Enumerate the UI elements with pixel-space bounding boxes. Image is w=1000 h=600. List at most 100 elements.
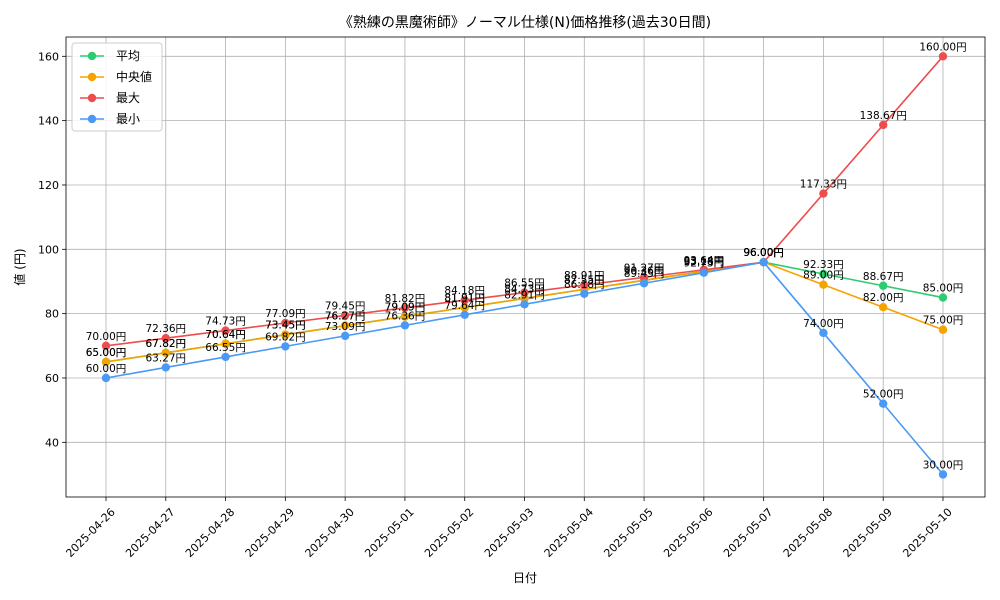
data-label-2: 88.91円 — [564, 270, 605, 282]
data-point-1 — [938, 325, 948, 334]
data-label-0: 70.64円 — [205, 329, 246, 341]
data-point-0 — [819, 269, 828, 279]
data-label-0: 88.67円 — [863, 271, 904, 283]
data-point-2 — [340, 311, 350, 320]
data-label-0: 67.82円 — [146, 338, 187, 350]
data-label-2: 96.00円 — [743, 247, 784, 259]
x-tick-label: 2025-05-07 — [721, 506, 775, 560]
data-label-2: 81.82円 — [385, 293, 426, 305]
data-label-1: 75.00円 — [923, 315, 964, 327]
chart-title: 《熟練の黒魔術師》ノーマル仕様(N)価格推移(過去30日間) — [339, 15, 711, 31]
grid-layer — [66, 37, 985, 497]
data-point-3 — [101, 373, 111, 383]
data-label-2: 91.27円 — [624, 262, 665, 274]
x-tick-label: 2025-04-28 — [183, 506, 237, 560]
data-label-3: 30.00円 — [923, 459, 964, 471]
x-tick-label: 2025-05-05 — [601, 506, 655, 560]
data-label-0: 92.33円 — [803, 259, 844, 271]
legend-label-3: 最小 — [116, 112, 140, 126]
data-point-3 — [460, 310, 469, 320]
data-point-2 — [580, 280, 589, 290]
legend-marker-1 — [87, 72, 97, 82]
data-label-1: 82.00円 — [863, 292, 904, 304]
data-point-1 — [101, 357, 111, 367]
data-label-2: 138.67円 — [860, 110, 907, 122]
data-label-0: 84.73円 — [504, 283, 545, 295]
y-tick-label: 80 — [45, 308, 59, 321]
tick-layer: 2025-04-26 2025-04-27 2025-04-28 2025-04-29… — [38, 50, 955, 560]
data-point-3 — [879, 399, 888, 408]
data-label-2: 93.64円 — [684, 255, 725, 267]
data-label-3: 63.27円 — [146, 352, 187, 364]
legend-label-0: 平均 — [116, 49, 140, 63]
data-label-1: 81.91円 — [444, 292, 485, 304]
data-point-1 — [520, 294, 529, 303]
data-point-2 — [221, 326, 230, 335]
data-point-3 — [520, 300, 529, 309]
y-tick-label: 40 — [45, 436, 59, 449]
data-label-3: 76.36円 — [385, 310, 426, 322]
data-label-3: 82.91円 — [504, 289, 545, 301]
x-tick-label: 2025-05-09 — [841, 506, 895, 560]
data-label-1: 65.00円 — [86, 347, 127, 359]
x-tick-label: 2025-05-04 — [542, 506, 596, 560]
data-point-1 — [460, 303, 469, 312]
data-point-3 — [281, 342, 290, 351]
data-point-3 — [580, 289, 589, 298]
x-tick-label: 2025-05-06 — [661, 506, 715, 560]
x-tick-label: 2025-05-02 — [422, 506, 476, 560]
data-label-3: 92.73円 — [684, 258, 725, 270]
data-label-1: 67.82円 — [146, 338, 187, 350]
legend-marker-3 — [87, 114, 97, 124]
data-point-0 — [938, 293, 948, 302]
y-tick-label: 100 — [38, 243, 59, 256]
data-point-2 — [879, 120, 888, 130]
data-point-2 — [101, 341, 111, 351]
data-point-2 — [639, 273, 649, 282]
data-label-2: 86.55円 — [504, 278, 545, 290]
data-label-layer: 65.00円 67.82円 70.64円 73.45円 76.27円 79.09円 81.9… — [86, 41, 967, 471]
data-point-1 — [221, 339, 230, 348]
y-axis-label: 値 (円) — [12, 248, 27, 285]
y-tick-label: 120 — [38, 179, 59, 192]
data-point-2 — [938, 52, 948, 61]
data-point-1 — [340, 321, 350, 330]
data-label-0: 73.45円 — [265, 320, 306, 332]
data-point-1 — [400, 312, 410, 321]
data-label-1: 76.27円 — [325, 311, 366, 323]
data-label-3: 86.18円 — [564, 279, 605, 291]
data-label-0: 93.18円 — [684, 256, 725, 268]
data-point-1 — [879, 303, 888, 312]
data-label-1: 87.55円 — [564, 274, 605, 286]
data-point-3 — [400, 321, 410, 330]
data-point-3 — [340, 331, 350, 341]
legend-marker-2 — [87, 93, 97, 103]
data-label-2: 117.33円 — [800, 179, 847, 191]
data-point-2 — [281, 318, 290, 328]
data-label-1: 84.73円 — [504, 283, 545, 295]
data-point-1 — [161, 348, 170, 358]
x-tick-label: 2025-04-27 — [123, 506, 177, 560]
x-tick-label: 2025-04-29 — [243, 506, 297, 560]
data-point-2 — [819, 189, 828, 198]
data-label-0: 96.00円 — [743, 247, 784, 259]
data-label-2: 160.00円 — [919, 41, 966, 53]
data-label-0: 90.36円 — [624, 265, 665, 277]
data-point-1 — [281, 330, 290, 339]
data-point-2 — [161, 334, 170, 343]
data-point-2 — [460, 295, 469, 305]
data-label-2: 74.73円 — [205, 316, 246, 328]
data-label-1: 89.00円 — [803, 270, 844, 282]
x-tick-label: 2025-05-03 — [482, 506, 536, 560]
y-tick-label: 160 — [38, 50, 59, 63]
x-axis-label: 日付 — [513, 571, 537, 585]
data-point-3 — [938, 470, 948, 479]
data-label-1: 73.45円 — [265, 320, 306, 332]
data-label-0: 87.55円 — [564, 274, 605, 286]
data-label-3: 79.64円 — [444, 300, 485, 312]
x-tick-label: 2025-04-26 — [63, 506, 117, 560]
data-label-0: 65.00円 — [86, 347, 127, 359]
